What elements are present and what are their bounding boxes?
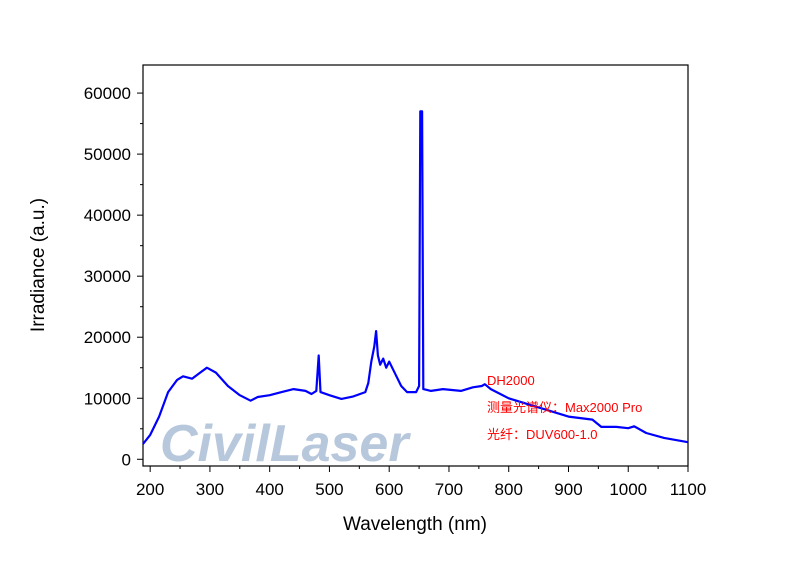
x-tick-label: 1000	[609, 480, 647, 499]
svg-text:CivilLaser: CivilLaser	[160, 415, 411, 473]
y-tick-label: 30000	[84, 267, 131, 286]
x-axis-label: Wavelength (nm)	[343, 514, 487, 535]
x-tick-label: 200	[136, 480, 164, 499]
annotation-2: 测量光谱仪：Max2000 Pro	[487, 400, 642, 415]
x-tick-label: 1100	[670, 480, 707, 499]
x-tick-label: 500	[315, 480, 343, 499]
y-axis-label: Irradiance (a.u.)	[28, 198, 49, 332]
y-tick-label: 20000	[84, 328, 131, 347]
x-tick-label: 400	[256, 480, 284, 499]
y-tick-label: 0	[122, 450, 131, 469]
y-tick-label: 60000	[84, 84, 131, 103]
series-line	[142, 110, 689, 445]
x-tick-label: 700	[435, 480, 463, 499]
x-tick-label: 800	[495, 480, 523, 499]
x-tick-label: 900	[554, 480, 582, 499]
x-tick-label: 300	[196, 480, 224, 499]
y-tick-label: 10000	[84, 389, 131, 408]
annotation-1: DH2000	[487, 373, 535, 388]
y-tick-label: 40000	[84, 206, 131, 225]
annotation-3: 光纤：DUV600-1.0	[487, 427, 598, 442]
x-tick-label: 600	[375, 480, 403, 499]
civillaser-watermark: CivilLaser	[160, 415, 411, 473]
plot-frame	[142, 64, 689, 467]
y-tick-label: 50000	[84, 145, 131, 164]
